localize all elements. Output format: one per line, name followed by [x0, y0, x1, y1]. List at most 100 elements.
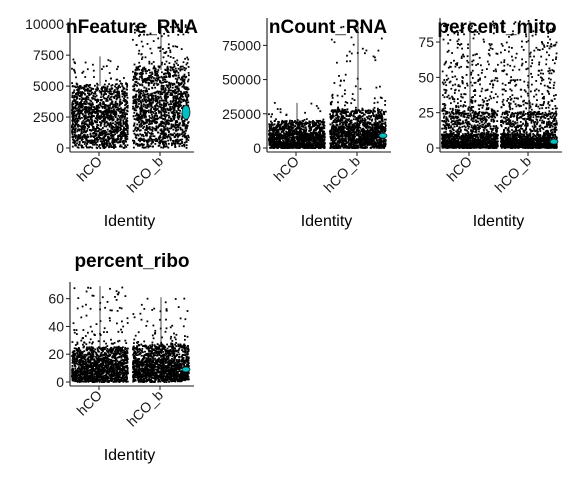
data-point [149, 117, 151, 119]
data-point [124, 94, 127, 97]
data-point [291, 147, 294, 149]
data-point [91, 141, 93, 144]
data-point [151, 128, 154, 131]
data-point [186, 137, 188, 140]
data-point [139, 108, 142, 110]
data-point [126, 129, 129, 132]
data-point [281, 143, 283, 146]
data-point [126, 105, 129, 108]
data-point [78, 95, 81, 98]
data-point [146, 77, 149, 79]
data-point [86, 111, 88, 114]
data-point [142, 103, 145, 106]
data-point [172, 140, 175, 143]
data-point [300, 134, 303, 137]
data-point [74, 110, 76, 113]
data-point [105, 98, 108, 100]
outlier-point [177, 64, 179, 66]
data-point [135, 137, 138, 140]
data-point [284, 133, 287, 135]
data-point [371, 145, 374, 147]
data-point [182, 100, 185, 102]
data-point [110, 102, 113, 105]
data-point [133, 146, 135, 149]
data-point [270, 146, 272, 149]
data-point [121, 141, 124, 144]
data-point [84, 100, 87, 102]
data-point [82, 131, 85, 133]
data-point [118, 141, 121, 143]
outlier-point [180, 48, 183, 50]
data-point [174, 70, 177, 73]
data-point [376, 140, 379, 143]
data-point [96, 86, 99, 89]
data-point [102, 102, 104, 105]
data-point [99, 103, 102, 106]
data-point [133, 122, 136, 125]
data-point [104, 132, 107, 134]
data-point [169, 103, 172, 106]
data-point [279, 139, 281, 141]
data-point [153, 108, 155, 110]
outlier-point [105, 79, 107, 82]
data-point [183, 92, 186, 94]
data-point [271, 128, 273, 131]
data-point [329, 123, 332, 126]
data-point [141, 124, 143, 127]
data-point [178, 112, 181, 115]
data-point [119, 103, 122, 105]
data-point [364, 109, 367, 112]
data-point [154, 140, 157, 142]
data-point [271, 132, 273, 135]
data-point [367, 121, 370, 124]
data-point [291, 130, 294, 133]
data-point [99, 104, 102, 107]
data-point [185, 140, 188, 143]
data-point [170, 118, 173, 120]
data-point [96, 83, 99, 86]
data-point [147, 146, 150, 149]
data-point [170, 120, 173, 122]
data-point [279, 128, 281, 131]
data-point [312, 133, 314, 135]
data-point [134, 80, 137, 83]
data-point [93, 108, 95, 111]
data-point [88, 146, 90, 149]
data-point [157, 92, 160, 95]
outlier-point [107, 59, 110, 61]
data-point [101, 105, 104, 108]
outlier-point [184, 57, 186, 60]
data-point [176, 138, 179, 141]
data-point [334, 126, 336, 129]
data-point [150, 132, 153, 134]
data-point [279, 132, 282, 135]
data-point [80, 104, 82, 107]
data-point [144, 89, 147, 92]
data-point [180, 133, 183, 136]
data-point [316, 137, 318, 140]
data-point [299, 135, 302, 137]
data-point [156, 72, 159, 75]
data-point [154, 74, 157, 76]
data-point [290, 124, 293, 126]
data-point [146, 126, 149, 129]
data-point [179, 109, 181, 112]
data-point [175, 129, 178, 131]
data-point [138, 78, 141, 81]
data-point [338, 134, 340, 136]
y-tick-label: 0 [56, 140, 64, 156]
data-point [76, 121, 79, 124]
data-point [138, 98, 141, 101]
data-point [145, 72, 148, 75]
data-point [105, 144, 108, 147]
data-point [119, 122, 122, 125]
data-point [95, 105, 98, 107]
data-point [135, 72, 138, 75]
data-point [121, 113, 124, 115]
data-point [141, 79, 144, 82]
data-point [295, 132, 298, 135]
data-point [111, 139, 114, 142]
data-point [148, 75, 150, 77]
data-point [143, 140, 146, 143]
data-point [154, 143, 157, 145]
